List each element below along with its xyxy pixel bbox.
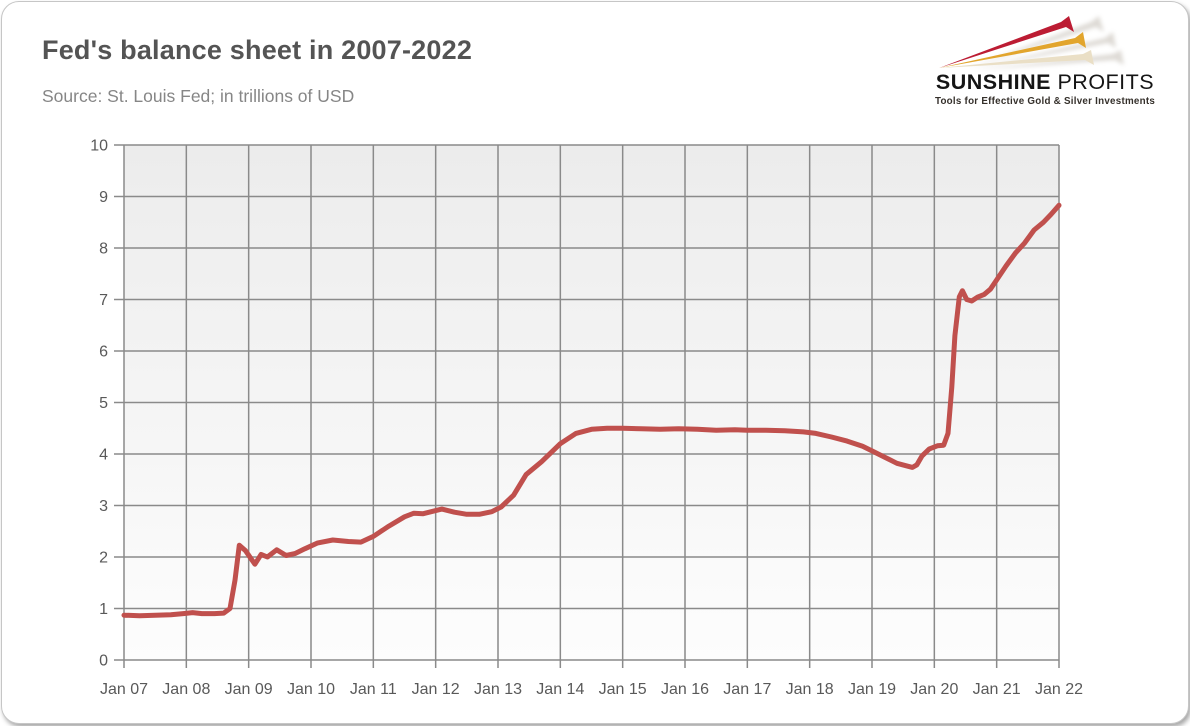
x-tick-label: Jan 13 (474, 681, 522, 698)
x-tick-label: Jan 07 (100, 681, 148, 698)
series-line (121, 202, 1062, 619)
x-tick-label: Jan 15 (599, 681, 647, 698)
x-tick-label: Jan 21 (973, 681, 1021, 698)
x-tick-label: Jan 17 (723, 681, 771, 698)
y-tick-label: 9 (99, 189, 108, 206)
x-tick-label: Jan 19 (848, 681, 896, 698)
y-tick-label: 2 (99, 550, 108, 567)
y-tick-label: 10 (90, 138, 108, 155)
y-tick-label: 5 (99, 395, 108, 412)
x-tick-label: Jan 10 (287, 681, 335, 698)
x-tick-label: Jan 16 (661, 681, 709, 698)
y-tick-label: 0 (99, 653, 108, 670)
x-tick-label: Jan 18 (786, 681, 834, 698)
chart-source-subtitle: Source: St. Louis Fed; in trillions of U… (42, 86, 355, 106)
sunshine-rays-icon (938, 16, 1124, 70)
x-tick-label: Jan 20 (910, 681, 958, 698)
logo-wordmark: SUNSHINE PROFITS (920, 70, 1170, 95)
page-title: Fed's balance sheet in 2007-2022 (42, 35, 473, 65)
y-axis-labels: 0 1 2 3 4 5 6 7 8 9 10 (90, 138, 108, 670)
x-tick-label: Jan 09 (225, 681, 273, 698)
x-tick-label: Jan 14 (536, 681, 584, 698)
y-tick-label: 1 (99, 601, 108, 618)
y-tick-label: 8 (99, 241, 108, 258)
sunshine-profits-logo: SUNSHINE PROFITS Tools for Effective Gol… (920, 10, 1170, 107)
y-tick-label: 6 (99, 344, 108, 361)
grid (114, 144, 1060, 668)
logo-word-sunshine: SUNSHINE (935, 70, 1051, 94)
x-axis-labels: Jan 07 Jan 08 Jan 09 Jan 10 Jan 11 Jan 12 Jan … (100, 681, 1083, 698)
x-tick-label: Jan 08 (162, 681, 210, 698)
x-tick-label: Jan 11 (350, 681, 397, 698)
x-tick-label: Jan 22 (1035, 681, 1083, 698)
logo-word-profits: PROFITS (1057, 70, 1155, 94)
y-tick-label: 3 (99, 498, 108, 515)
x-tick-label: Jan 12 (412, 681, 460, 698)
y-tick-label: 4 (99, 447, 108, 464)
logo-tagline: Tools for Effective Gold & Silver Invest… (934, 96, 1156, 107)
y-tick-label: 7 (99, 292, 108, 309)
